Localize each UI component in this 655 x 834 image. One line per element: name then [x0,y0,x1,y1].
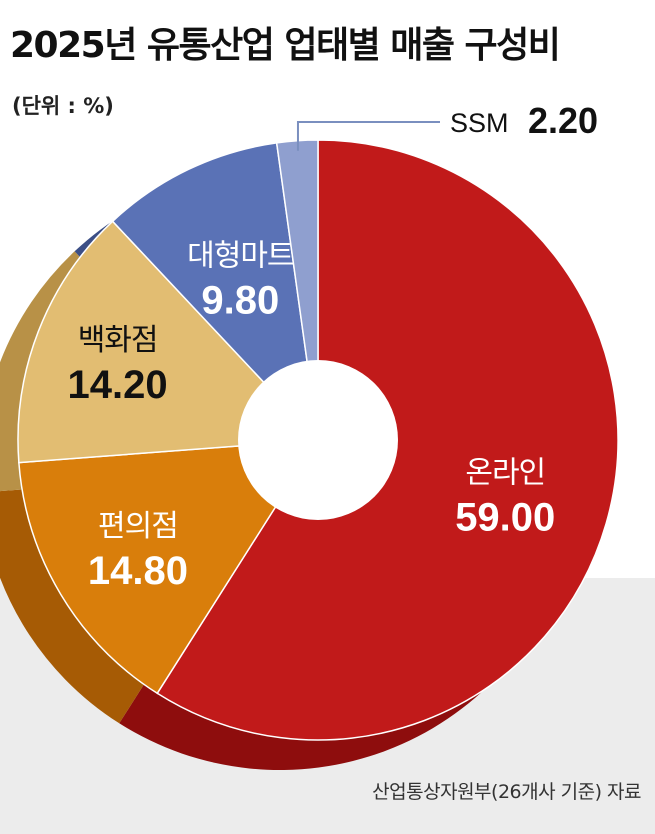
pie-labels-layer: 온라인 59.00 편의점 14.80 백화점 14.20 대형마트 9.80 SSM 2.20 [68,100,599,593]
pie-slice-hypermarket [111,142,320,443]
slice-value-online: 59.00 [455,495,555,539]
slice-value-ssm: 2.20 [528,100,598,141]
slice-label-online: 온라인 [465,455,545,490]
slice-label-department-store: 백화점 [78,323,158,358]
pie-slice-convenience-store [18,439,320,695]
chart-title: 2025년 유통산업 업태별 매출 구성비 [10,25,561,66]
pie-slice-department-store [17,220,320,464]
slice-value-convenience-store: 14.80 [88,549,188,593]
unit-label: (단위 : %) [12,94,114,118]
source-note: 산업통상자원부(26개사 기준) 자료 [372,781,641,803]
slice-label-hypermarket: 대형마트 [187,239,294,274]
slice-value-department-store: 14.20 [68,363,168,407]
slice-value-hypermarket: 9.80 [201,279,279,323]
slice-label-convenience-store: 편의점 [98,509,178,544]
slice-label-ssm: SSM [450,108,509,138]
donut-hole [238,360,398,520]
ssm-leader-line [296,121,440,151]
